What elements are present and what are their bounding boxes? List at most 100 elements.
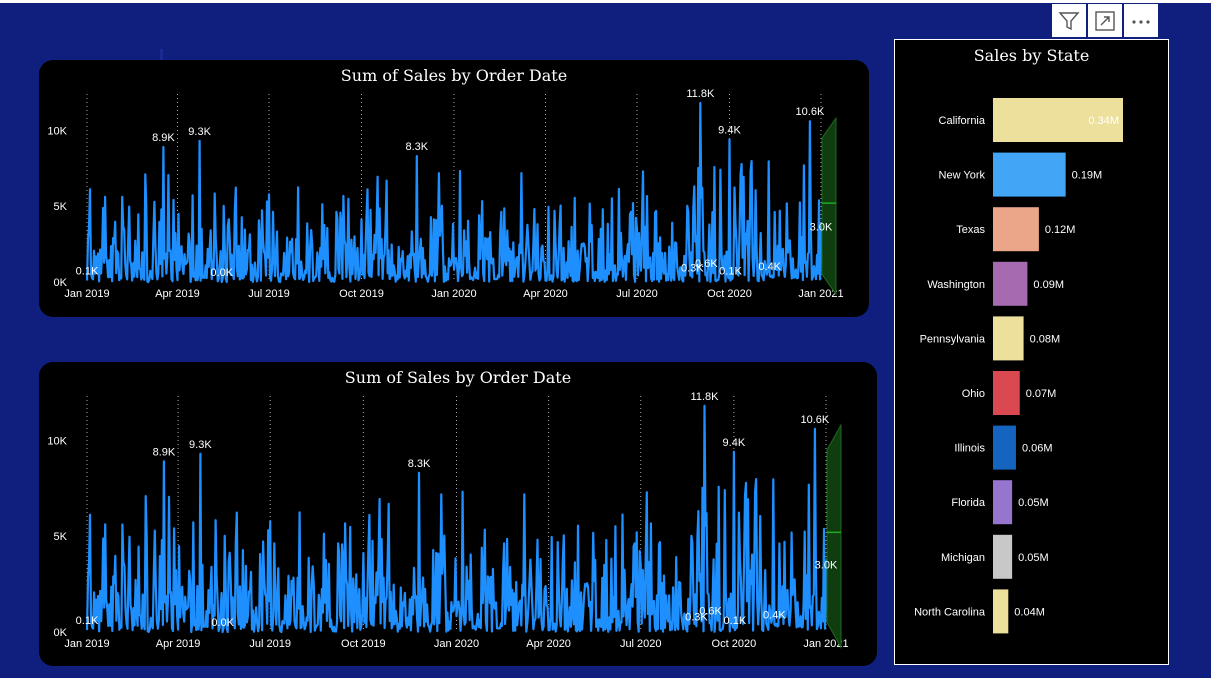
data-label: 0.4K bbox=[758, 261, 781, 273]
state-value-label: 0.05M bbox=[1018, 552, 1049, 564]
x-tick-label: Jul 2020 bbox=[620, 638, 662, 650]
state-value-label: 0.04M bbox=[1014, 606, 1045, 618]
line-chart-top: 0K 5K 10K Jan 2019 Apr 2019 Jul 2019 Oct 2019 J… bbox=[47, 88, 843, 300]
state-value-label: 0.08M bbox=[1030, 333, 1061, 345]
y-tick-label: 0K bbox=[54, 277, 68, 289]
data-label: 0.4K bbox=[763, 609, 786, 621]
data-label: 0.6K bbox=[695, 258, 718, 270]
data-label: 0.1K bbox=[719, 265, 742, 277]
filter-icon bbox=[1058, 11, 1080, 30]
y-tick-label: 5K bbox=[54, 201, 68, 213]
x-tick-label: Jan 2020 bbox=[434, 638, 479, 650]
chart-title: Sum of Sales by Order Date bbox=[344, 368, 572, 387]
top-border bbox=[0, 0, 1211, 3]
y-tick-label: 10K bbox=[47, 125, 67, 137]
y-tick-label: 5K bbox=[54, 531, 68, 543]
x-tick-label: Oct 2020 bbox=[707, 288, 752, 300]
x-tick-label: Oct 2019 bbox=[341, 638, 386, 650]
x-tick-label: Oct 2020 bbox=[712, 638, 757, 650]
focus-mode-icon bbox=[1095, 10, 1115, 31]
state-label: Florida bbox=[951, 497, 986, 509]
x-tick-label: Apr 2019 bbox=[156, 638, 201, 650]
state-bar bbox=[993, 207, 1039, 252]
state-label: Texas bbox=[956, 224, 985, 236]
bar-chart-sales-by-state: California 0.34M New York 0.19M Texas 0.12M Wa… bbox=[914, 98, 1123, 634]
sales-by-state-card[interactable]: Sales by State California 0.34M New York 0.… bbox=[894, 39, 1169, 665]
x-tick-label: Jan 2021 bbox=[803, 638, 848, 650]
state-bar bbox=[993, 534, 1013, 579]
state-label: Illinois bbox=[954, 443, 985, 455]
state-bar bbox=[993, 98, 1123, 142]
data-label: 8.3K bbox=[408, 458, 431, 470]
data-label: 0.1K bbox=[76, 615, 99, 627]
data-label: 10.6K bbox=[796, 106, 825, 118]
state-bar bbox=[993, 425, 1016, 470]
x-tick-label: Jul 2019 bbox=[249, 638, 291, 650]
data-label: 11.8K bbox=[686, 88, 715, 100]
data-label: 0.1K bbox=[724, 615, 747, 627]
state-label: Ohio bbox=[962, 388, 985, 400]
state-bar bbox=[993, 480, 1013, 525]
state-value-label: 0.19M bbox=[1072, 170, 1103, 182]
x-tick-label: Jan 2019 bbox=[64, 288, 109, 300]
x-tick-label: Jan 2021 bbox=[798, 288, 843, 300]
line-chart-bottom: 0K 5K 10K Jan 2019 Apr 2019 Jul 2019 Oct 2019 J… bbox=[47, 391, 848, 650]
state-value-label: 0.07M bbox=[1026, 388, 1057, 400]
state-label: California bbox=[939, 115, 986, 127]
y-tick-label: 10K bbox=[47, 435, 67, 447]
state-label: New York bbox=[939, 170, 986, 182]
state-value-label: 0.12M bbox=[1045, 224, 1076, 236]
x-tick-label: Apr 2019 bbox=[155, 288, 200, 300]
state-bar bbox=[993, 261, 1028, 306]
data-label: 0.6K bbox=[699, 606, 722, 618]
state-value-label: 0.05M bbox=[1018, 497, 1049, 509]
x-tick-label: Jul 2019 bbox=[248, 288, 290, 300]
x-tick-label: Apr 2020 bbox=[523, 288, 568, 300]
data-label: 0.1K bbox=[76, 265, 99, 277]
data-label: 3.0K bbox=[810, 222, 833, 234]
data-label: 9.3K bbox=[188, 126, 211, 138]
x-tick-label: Jan 2020 bbox=[431, 288, 476, 300]
data-label: 9.3K bbox=[189, 439, 212, 451]
filter-button[interactable] bbox=[1052, 4, 1086, 37]
decorative-marker bbox=[160, 49, 163, 61]
data-label: 8.9K bbox=[153, 446, 176, 458]
chart-title: Sales by State bbox=[973, 46, 1090, 65]
x-tick-label: Jul 2020 bbox=[616, 288, 658, 300]
data-label: 0.3K bbox=[681, 262, 704, 274]
state-value-label: 0.06M bbox=[1022, 443, 1053, 455]
more-options-icon bbox=[1132, 19, 1150, 24]
forecast-band bbox=[826, 423, 842, 650]
state-label: Pennsylvania bbox=[920, 333, 986, 345]
sales-series-line bbox=[85, 101, 824, 284]
state-bar bbox=[993, 152, 1066, 197]
data-label: 0.3K bbox=[685, 611, 708, 623]
state-bar bbox=[993, 371, 1020, 415]
data-label: 8.3K bbox=[405, 141, 428, 153]
data-label: 8.9K bbox=[152, 132, 175, 144]
data-label: 10.6K bbox=[800, 414, 829, 426]
data-label: 11.8K bbox=[691, 391, 720, 403]
data-label: 9.4K bbox=[723, 437, 746, 449]
state-value-label: 0.34M bbox=[1088, 115, 1119, 127]
sales-series-line bbox=[85, 404, 829, 634]
state-label: Michigan bbox=[941, 552, 985, 564]
forecast-band bbox=[821, 116, 837, 296]
data-label: 0.0K bbox=[210, 267, 233, 279]
x-tick-label: Oct 2019 bbox=[339, 288, 384, 300]
line-chart-card-bottom[interactable]: Sum of Sales by Order Date 0K 5K 10K Jan 20… bbox=[39, 362, 877, 666]
visual-header-toolbar bbox=[1052, 4, 1158, 37]
x-tick-label: Jan 2019 bbox=[64, 638, 109, 650]
line-chart-card-top[interactable]: Sum of Sales by Order Date 0K 5K 10K Jan 20… bbox=[39, 60, 869, 317]
chart-title: Sum of Sales by Order Date bbox=[340, 66, 568, 85]
state-bar bbox=[993, 589, 1009, 634]
focus-mode-button[interactable] bbox=[1088, 4, 1122, 37]
state-value-label: 0.09M bbox=[1033, 279, 1064, 291]
x-tick-label: Apr 2020 bbox=[526, 638, 571, 650]
state-label: North Carolina bbox=[914, 606, 986, 618]
data-label: 0.0K bbox=[211, 617, 234, 629]
more-options-button[interactable] bbox=[1124, 4, 1158, 37]
state-bar bbox=[993, 316, 1024, 361]
data-label: 3.0K bbox=[815, 560, 838, 572]
data-label: 9.4K bbox=[718, 124, 741, 136]
